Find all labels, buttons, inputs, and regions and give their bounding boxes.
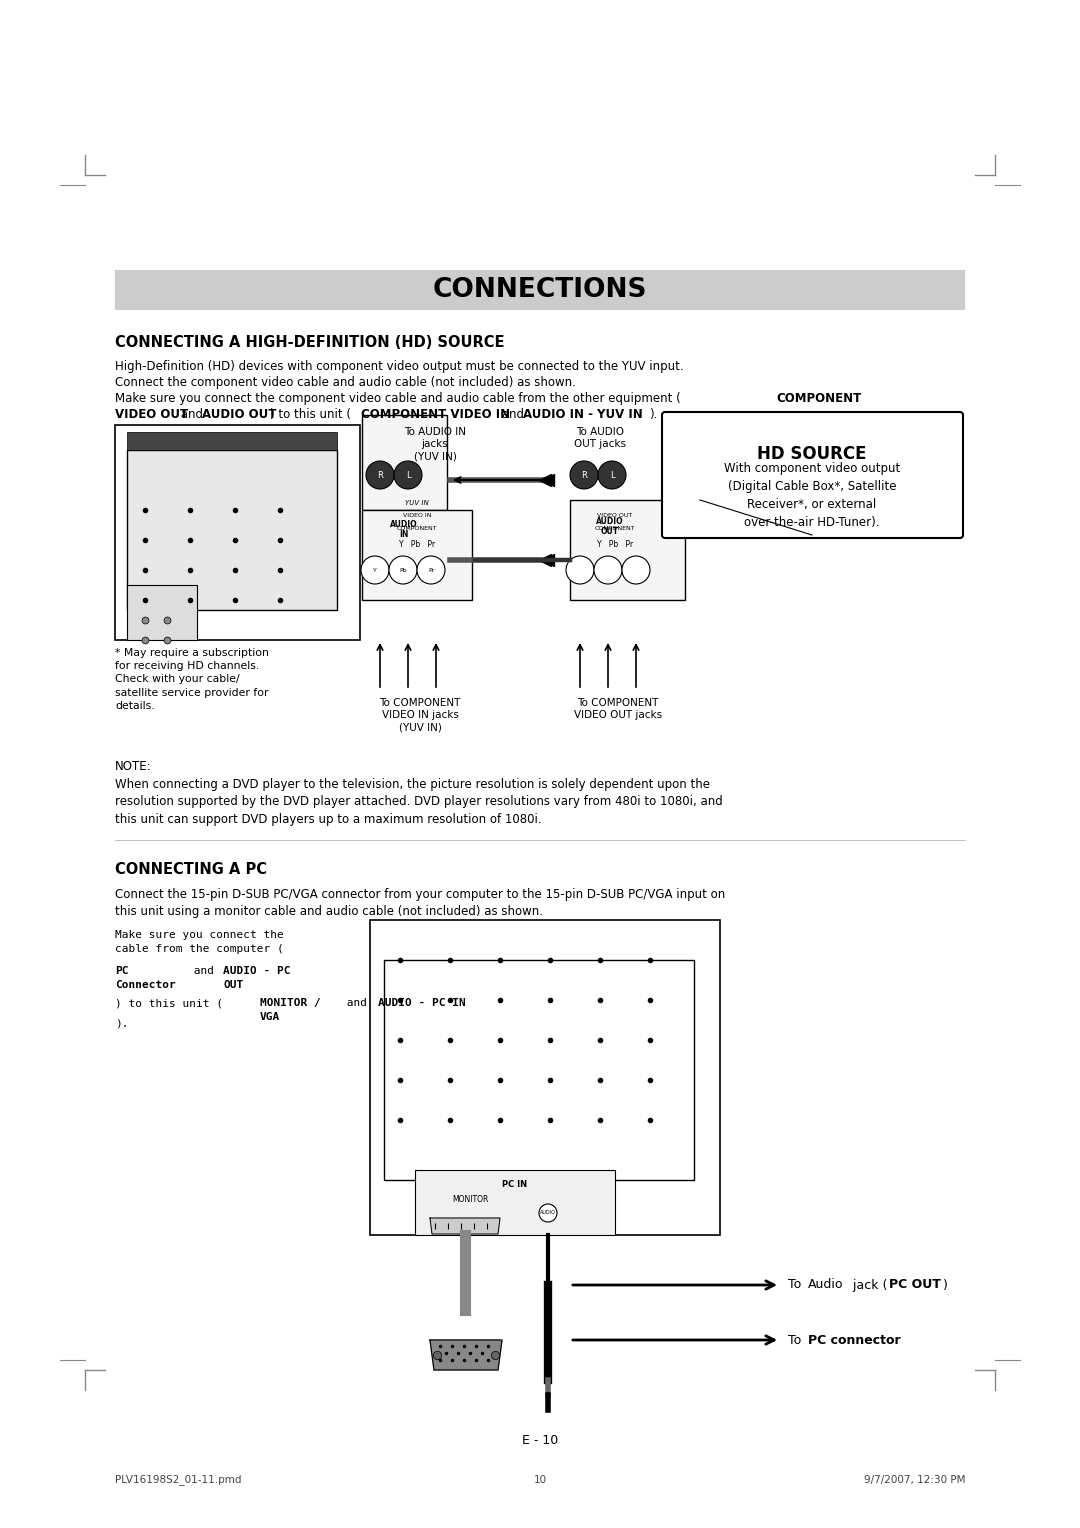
Text: R: R (377, 471, 383, 480)
Text: To AUDIO IN
jacks
(YUV IN): To AUDIO IN jacks (YUV IN) (404, 426, 465, 461)
Bar (370, 920, 720, 1235)
Text: E - 10: E - 10 (522, 1433, 558, 1447)
Circle shape (389, 556, 417, 584)
Text: Make sure you connect the component video cable and audio cable from the other e: Make sure you connect the component vide… (114, 393, 680, 405)
Text: Connect the component video cable and audio cable (not included) as shown.: Connect the component video cable and au… (114, 376, 576, 390)
Text: PC
Connector: PC Connector (114, 966, 176, 990)
Text: and: and (340, 998, 374, 1008)
Polygon shape (430, 1218, 500, 1235)
Text: * May require a subscription
for receiving HD channels.
Check with your cable/
s: * May require a subscription for receivi… (114, 648, 269, 711)
Bar (127, 451, 337, 610)
Text: To COMPONENT
VIDEO IN jacks
(YUV IN): To COMPONENT VIDEO IN jacks (YUV IN) (379, 698, 461, 733)
Text: AUDIO - PC IN: AUDIO - PC IN (378, 998, 465, 1008)
Text: COMPONENT: COMPONENT (595, 526, 635, 532)
Text: AUDIO - PC
OUT: AUDIO - PC OUT (222, 966, 291, 990)
Text: and: and (498, 408, 528, 422)
Bar (127, 585, 197, 640)
Circle shape (539, 1204, 557, 1222)
Text: Pr: Pr (428, 567, 434, 573)
Bar (384, 960, 694, 1180)
Text: MONITOR /
VGA: MONITOR / VGA (260, 998, 321, 1022)
Text: COMPONENT: COMPONENT (777, 393, 861, 405)
Text: Audio: Audio (808, 1279, 843, 1291)
Text: L: L (406, 471, 410, 480)
Circle shape (394, 461, 422, 489)
Text: and: and (177, 408, 206, 422)
Text: CONNECTIONS: CONNECTIONS (433, 277, 647, 303)
Text: 9/7/2007, 12:30 PM: 9/7/2007, 12:30 PM (864, 1475, 966, 1485)
Text: ) to this unit (: ) to this unit ( (114, 998, 222, 1008)
Text: AUDIO
IN: AUDIO IN (390, 520, 418, 539)
Circle shape (598, 461, 626, 489)
Bar (127, 432, 337, 451)
Text: PC OUT: PC OUT (889, 1279, 941, 1291)
Text: and: and (187, 966, 220, 976)
Text: NOTE:: NOTE: (114, 759, 151, 773)
Text: VIDEO OUT: VIDEO OUT (114, 408, 188, 422)
Text: YUV IN: YUV IN (405, 500, 429, 506)
Circle shape (622, 556, 650, 584)
Text: With component video output
(Digital Cable Box*, Satellite
Receiver*, or externa: With component video output (Digital Cab… (724, 461, 900, 529)
Text: Make sure you connect the
cable from the computer (: Make sure you connect the cable from the… (114, 931, 284, 953)
Text: To COMPONENT
VIDEO OUT jacks: To COMPONENT VIDEO OUT jacks (573, 698, 662, 720)
Text: ).: ). (649, 408, 658, 422)
Circle shape (570, 461, 598, 489)
Text: Y   Pb   Pr: Y Pb Pr (399, 539, 435, 549)
Text: Y: Y (373, 567, 377, 573)
Text: MONITOR: MONITOR (451, 1195, 488, 1204)
Bar (415, 1170, 615, 1235)
Text: To: To (788, 1334, 806, 1346)
Text: 10: 10 (534, 1475, 546, 1485)
Bar (362, 510, 472, 601)
Text: High-Definition (HD) devices with component video output must be connected to th: High-Definition (HD) devices with compon… (114, 361, 684, 373)
Circle shape (566, 556, 594, 584)
FancyBboxPatch shape (662, 413, 963, 538)
Circle shape (594, 556, 622, 584)
Text: ): ) (943, 1279, 948, 1291)
Bar (570, 500, 685, 601)
Text: To AUDIO
OUT jacks: To AUDIO OUT jacks (573, 426, 626, 449)
Text: AUDIO OUT: AUDIO OUT (202, 408, 276, 422)
Text: PC connector: PC connector (808, 1334, 901, 1346)
Text: Y   Pb   Pr: Y Pb Pr (597, 539, 633, 549)
Text: Connect the 15-pin D-SUB PC/VGA connector from your computer to the 15-pin D-SUB: Connect the 15-pin D-SUB PC/VGA connecto… (114, 888, 726, 918)
Circle shape (417, 556, 445, 584)
Text: PLV16198S2_01-11.pmd: PLV16198S2_01-11.pmd (114, 1475, 242, 1485)
Circle shape (361, 556, 389, 584)
Text: COMPONENT VIDEO IN: COMPONENT VIDEO IN (361, 408, 510, 422)
Text: Pb: Pb (400, 567, 407, 573)
Text: ).: ). (114, 1018, 129, 1028)
Text: ) to this unit (: ) to this unit ( (270, 408, 351, 422)
Text: CONNECTING A HIGH-DEFINITION (HD) SOURCE: CONNECTING A HIGH-DEFINITION (HD) SOURCE (114, 335, 504, 350)
Text: When connecting a DVD player to the television, the picture resolution is solely: When connecting a DVD player to the tele… (114, 778, 723, 827)
Text: L: L (610, 471, 615, 480)
Text: AUDIO IN - YUV IN: AUDIO IN - YUV IN (523, 408, 643, 422)
Text: VIDEO OUT: VIDEO OUT (597, 513, 633, 518)
Bar (114, 270, 966, 310)
Text: jack (: jack ( (849, 1279, 888, 1291)
Text: AUDIO: AUDIO (540, 1210, 556, 1215)
Text: VIDEO IN: VIDEO IN (403, 513, 431, 518)
Bar (114, 425, 360, 640)
Bar (362, 416, 447, 510)
Text: PC IN: PC IN (502, 1180, 527, 1189)
Circle shape (366, 461, 394, 489)
Text: R: R (581, 471, 586, 480)
Text: HD SOURCE: HD SOURCE (757, 445, 867, 463)
Text: COMPONENT: COMPONENT (396, 526, 437, 532)
Text: CONNECTING A PC: CONNECTING A PC (114, 862, 267, 877)
Text: AUDIO
OUT: AUDIO OUT (596, 516, 624, 536)
Polygon shape (430, 1340, 502, 1371)
Text: To: To (788, 1279, 806, 1291)
